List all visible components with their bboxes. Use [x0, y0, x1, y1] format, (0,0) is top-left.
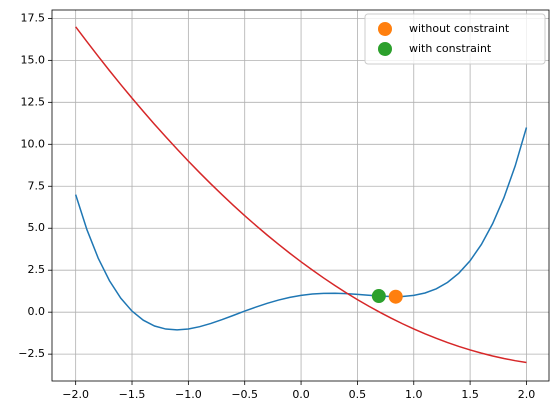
x-tick-label: 1.5 [461, 388, 479, 401]
line [74, 127, 528, 331]
legend-box [364, 13, 546, 65]
y-tick-label: 17.5 [21, 11, 46, 24]
x-tick-label: 2.0 [518, 388, 536, 401]
line [75, 26, 527, 364]
y-tick-label: 0.0 [28, 305, 46, 318]
x-tick-label: 1.0 [405, 388, 423, 401]
legend-label: with constraint [409, 42, 492, 55]
y-tick-label: 5.0 [28, 221, 46, 234]
y-tick-label: 10.0 [21, 137, 46, 150]
x-tick-label: −1.5 [119, 388, 146, 401]
x-tick-label: −1.0 [175, 388, 202, 401]
point [388, 289, 403, 304]
axes-frame [51, 9, 550, 382]
point [371, 289, 386, 304]
legend-marker [378, 22, 392, 36]
x-tick-label: −0.5 [231, 388, 258, 401]
y-tick-label: −2.5 [18, 347, 45, 360]
legend: without constraint with constraint [364, 13, 546, 65]
y-tick-label: 2.5 [28, 263, 46, 276]
y-tick-label: 7.5 [28, 179, 46, 192]
x-tick-label: −2.0 [62, 388, 89, 401]
y-tick-label: 15.0 [21, 53, 46, 66]
x-tick-label: 0.0 [292, 388, 310, 401]
legend-label: without constraint [409, 22, 510, 35]
x-tick-label: 0.5 [349, 388, 367, 401]
legend-marker [378, 42, 392, 56]
y-tick-label: 12.5 [21, 95, 46, 108]
